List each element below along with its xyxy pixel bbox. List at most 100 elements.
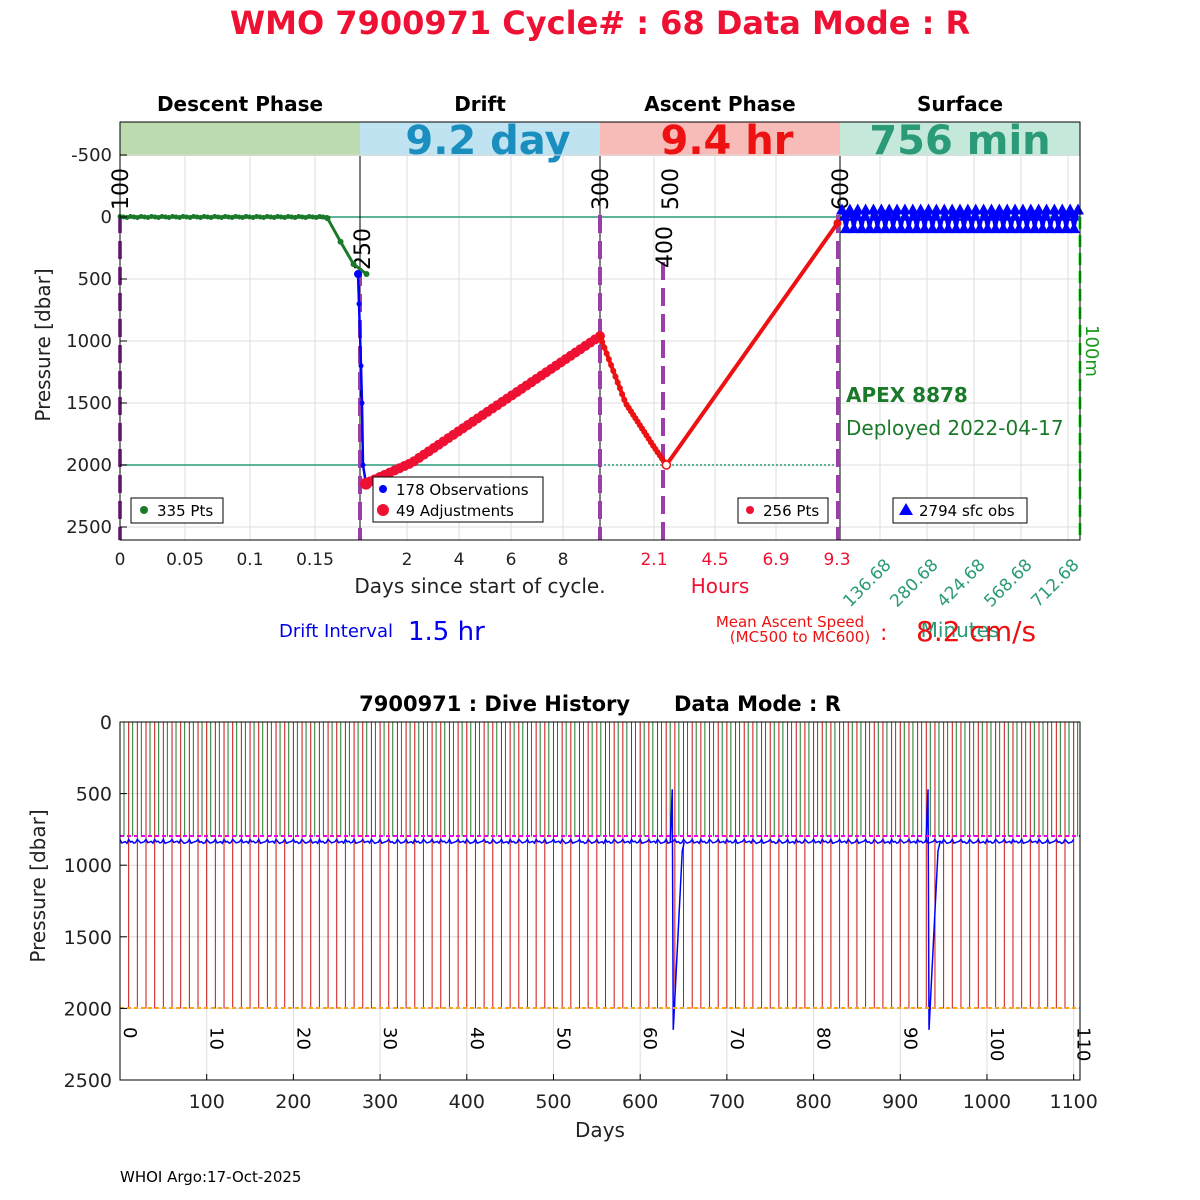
legend-descent-label: 335 Pts — [157, 502, 213, 520]
legend-ascent: 256 Pts — [737, 497, 829, 524]
drift-sink-point — [355, 271, 361, 277]
top-ylabel: Pressure [dbar] — [31, 268, 55, 421]
surface-obs-point — [930, 203, 943, 215]
surface-obs-point — [1009, 209, 1021, 221]
surface-obs-point — [839, 209, 851, 221]
ascent-point — [601, 344, 608, 351]
bottom-xtick-label: 1000 — [963, 1091, 1011, 1113]
legend-ascent-label: 256 Pts — [763, 502, 819, 520]
legend-descent: 335 Pts — [130, 497, 224, 524]
surface-tick-2: 424.68 — [933, 555, 989, 611]
top-ytick-label: 2000 — [66, 455, 112, 476]
ascent-line — [598, 222, 840, 469]
surface-obs-point — [1060, 222, 1073, 234]
mc-label-300: 300 — [589, 168, 614, 210]
surface-obs-point — [849, 209, 861, 221]
top-ytick-label: 0 — [101, 207, 112, 228]
surface-obs-point — [954, 203, 966, 215]
bottom-axes-box — [119, 721, 1081, 1081]
legend-ascent-marker — [746, 506, 754, 514]
surface-tick-1: 280.68 — [886, 555, 942, 611]
cycle-number-label: 80 — [813, 1027, 834, 1050]
descent-point — [324, 215, 331, 222]
phase-value-drift: 9.2 day — [405, 118, 570, 164]
descent-point — [363, 271, 370, 278]
surface-obs-point — [1019, 209, 1031, 221]
surface-obs-point — [855, 222, 868, 234]
bottom-data — [119, 722, 1079, 1030]
cycle-number-label: 100 — [986, 1027, 1007, 1061]
drift-sink-point — [359, 400, 365, 406]
ascent-point — [603, 350, 610, 357]
surface-obs-point — [869, 209, 881, 221]
bottom-xtick-label: 400 — [449, 1091, 485, 1113]
ascent-point — [597, 333, 603, 340]
top-ytick-label: 2500 — [66, 517, 112, 538]
bottom-xtick-label: 800 — [795, 1091, 831, 1113]
surface-obs-point — [918, 222, 931, 234]
drift-sink-point — [358, 363, 364, 369]
surface-obs-point — [993, 203, 1006, 215]
bottom-ylabel: Pressure [dbar] — [26, 809, 50, 962]
ascent-point — [610, 367, 617, 374]
surface-obs-point — [969, 203, 982, 215]
surface-obs-point — [899, 209, 911, 221]
ascent-turn-point — [661, 460, 672, 470]
surface-obs-point — [965, 222, 978, 234]
surface-obs-point — [1029, 209, 1041, 221]
legend-drift: 178 Observations 49 Adjustments — [372, 476, 544, 523]
surface-obs-point — [999, 209, 1011, 221]
surface-obs-point — [863, 222, 876, 234]
phase-title-ascent: Ascent Phase — [644, 92, 795, 116]
surface-obs-point — [950, 222, 963, 234]
ascent-point — [612, 373, 619, 380]
band-descent — [120, 122, 360, 156]
surface-obs-point — [867, 203, 880, 215]
bottom-xtick-label: 600 — [622, 1091, 658, 1113]
surface-tick-4: 712.68 — [1027, 555, 1083, 611]
figure-title: WMO 7900971 Cycle# : 68 Data Mode : R — [230, 4, 970, 42]
phase-value-ascent: 9.4 hr — [661, 118, 794, 164]
drift-sink-line — [356, 273, 368, 484]
surface-obs-point — [889, 209, 901, 221]
top-data — [117, 203, 1084, 490]
deployed-date: Deployed 2022-04-17 — [846, 416, 1064, 440]
surface-obs-point — [969, 209, 981, 221]
ascent-point — [619, 391, 626, 398]
surface-obs-point — [957, 222, 970, 234]
top-yticks: -500 0 500 1000 1500 2000 2500 — [66, 145, 127, 538]
surface-obs-point — [1068, 222, 1081, 234]
bottom-ytick-label: 500 — [76, 784, 112, 806]
band-surface — [840, 122, 1080, 156]
surface-obs-point — [887, 222, 900, 234]
surface-obs-point — [989, 209, 1001, 221]
ascent-tick-3: 9.3 — [823, 550, 850, 570]
cycle-number-label: 10 — [206, 1027, 227, 1050]
top-ytick-label: -500 — [71, 145, 112, 166]
mc-label-100: 100 — [109, 168, 134, 210]
cycle-number-label: 30 — [379, 1027, 400, 1050]
bottom-xtick-label: 500 — [535, 1091, 571, 1113]
legend-adj-label: 49 Adjustments — [396, 502, 514, 520]
bottom-xticks: 100 200 300 400 500 600 700 800 900 1000 1100 — [189, 1074, 1098, 1113]
bottom-ytick-label: 2000 — [64, 998, 112, 1020]
legend-descent-marker — [140, 506, 148, 514]
ascent-speed-label1: Mean Ascent Speed — [716, 613, 864, 631]
ascent-point — [605, 356, 612, 363]
surface-obs-point — [839, 222, 852, 234]
top-ytick-label: 500 — [78, 269, 112, 290]
drift-sink-point — [360, 462, 366, 468]
bottom-ytick-label: 2500 — [64, 1070, 112, 1092]
surface-obs-point — [1040, 203, 1053, 215]
cycle-number-label: 110 — [1073, 1027, 1094, 1061]
descent-point — [350, 261, 357, 268]
surface-obs-point — [914, 203, 927, 215]
surface-obs-point — [959, 209, 971, 221]
phase-title-surface: Surface — [917, 92, 1003, 116]
xlabel-hours: Hours — [691, 574, 750, 598]
drift-tick-2: 6 — [506, 550, 517, 570]
drift-start-point — [360, 477, 372, 490]
bottom-xlabel: Days — [575, 1118, 625, 1142]
cycle-number-label: 60 — [639, 1027, 660, 1050]
